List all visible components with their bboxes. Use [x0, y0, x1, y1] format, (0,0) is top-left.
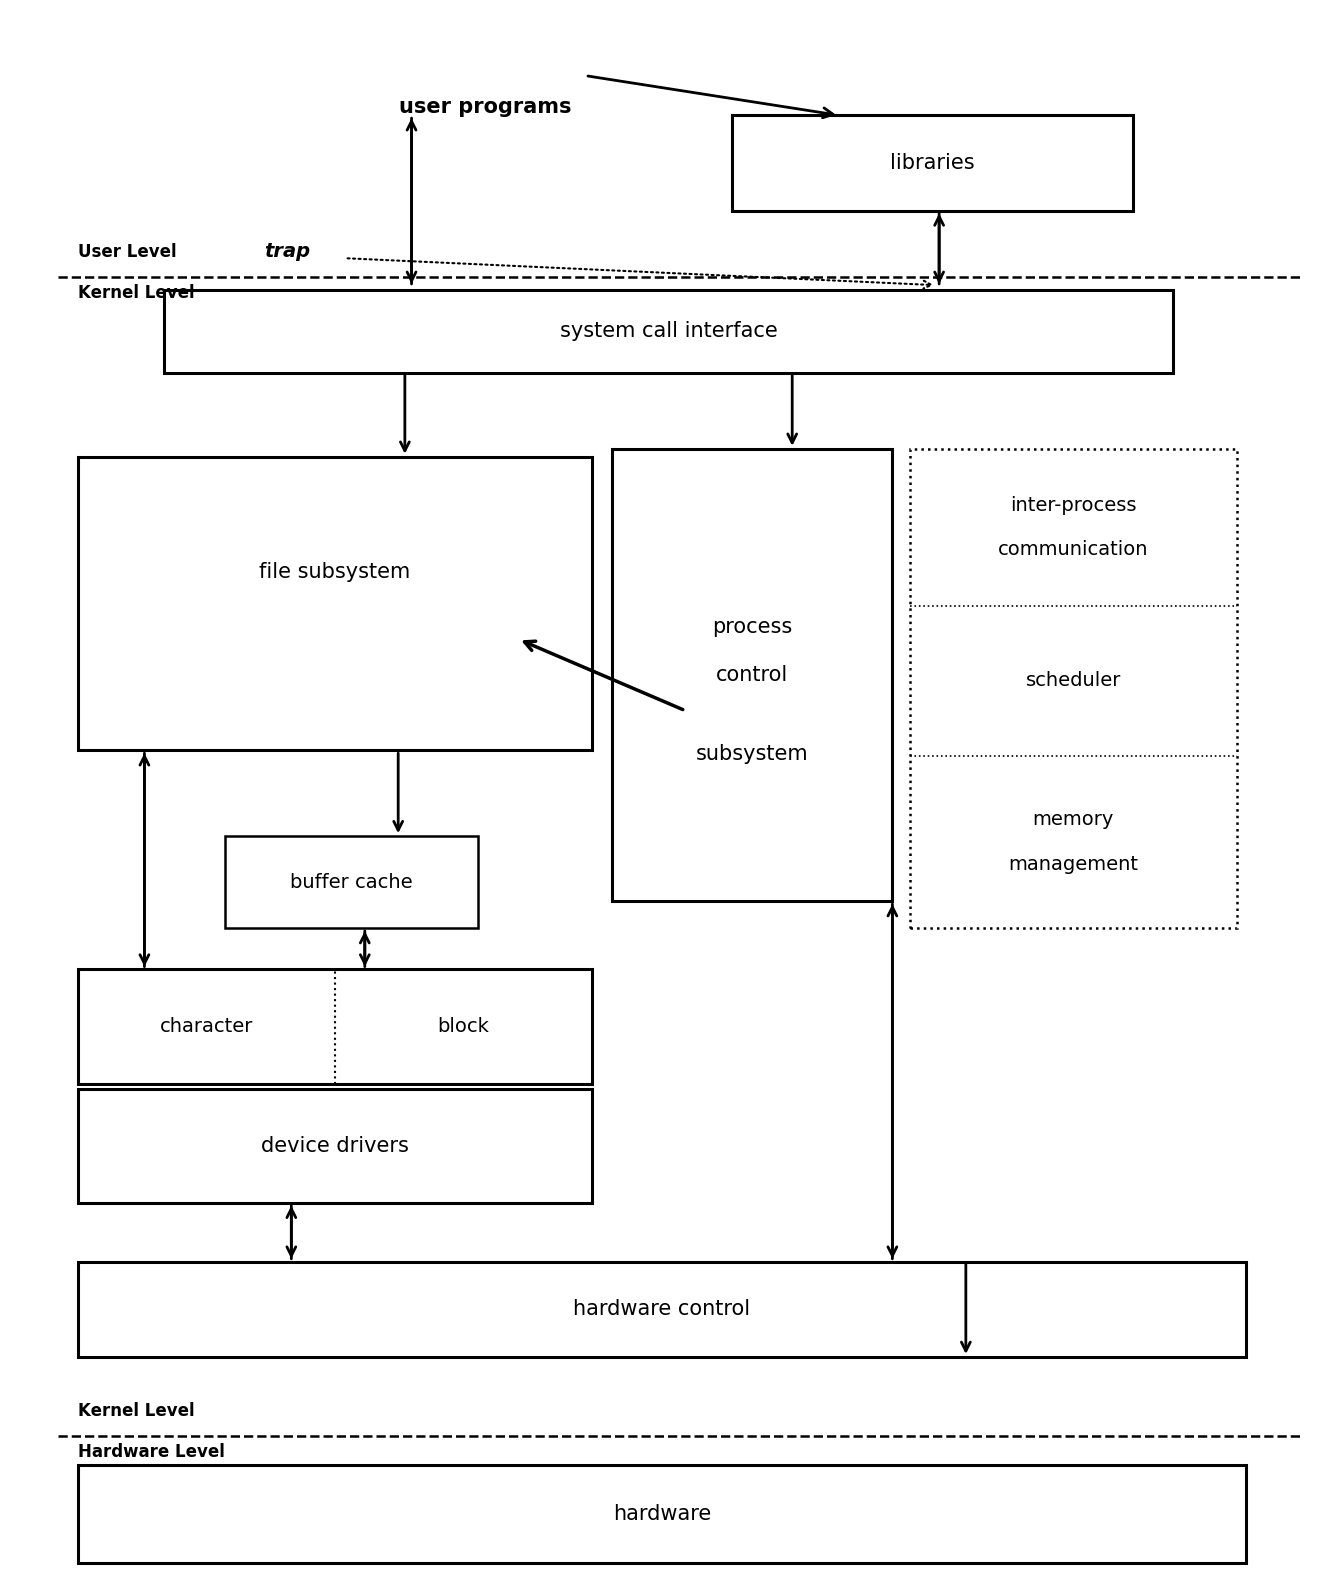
FancyBboxPatch shape [78, 1261, 1246, 1357]
Text: file subsystem: file subsystem [259, 562, 410, 583]
FancyBboxPatch shape [78, 969, 591, 1084]
FancyBboxPatch shape [224, 836, 478, 929]
Text: device drivers: device drivers [261, 1136, 409, 1156]
Text: Kernel Level: Kernel Level [78, 1403, 195, 1420]
Text: subsystem: subsystem [696, 744, 809, 764]
Text: User Level: User Level [78, 243, 176, 262]
Text: communication: communication [999, 539, 1149, 559]
Text: hardware: hardware [613, 1503, 711, 1524]
Text: buffer cache: buffer cache [290, 873, 413, 892]
Text: user programs: user programs [399, 97, 571, 118]
Text: control: control [716, 666, 789, 685]
Text: block: block [437, 1017, 489, 1036]
Text: system call interface: system call interface [560, 321, 778, 342]
Text: trap: trap [265, 243, 310, 262]
FancyBboxPatch shape [910, 448, 1236, 929]
Text: libraries: libraries [890, 153, 974, 172]
FancyBboxPatch shape [78, 1465, 1246, 1562]
Text: memory: memory [1032, 811, 1114, 830]
Text: Kernel Level: Kernel Level [78, 284, 195, 302]
Text: management: management [1008, 854, 1138, 873]
FancyBboxPatch shape [164, 290, 1173, 372]
FancyBboxPatch shape [732, 115, 1133, 211]
Text: Hardware Level: Hardware Level [78, 1443, 224, 1460]
FancyBboxPatch shape [612, 448, 892, 902]
FancyBboxPatch shape [78, 1088, 591, 1203]
Text: inter-process: inter-process [1011, 496, 1137, 514]
Text: scheduler: scheduler [1025, 672, 1121, 691]
Text: hardware control: hardware control [574, 1299, 750, 1320]
Text: character: character [160, 1017, 253, 1036]
Text: process: process [712, 618, 792, 637]
FancyBboxPatch shape [78, 456, 591, 750]
